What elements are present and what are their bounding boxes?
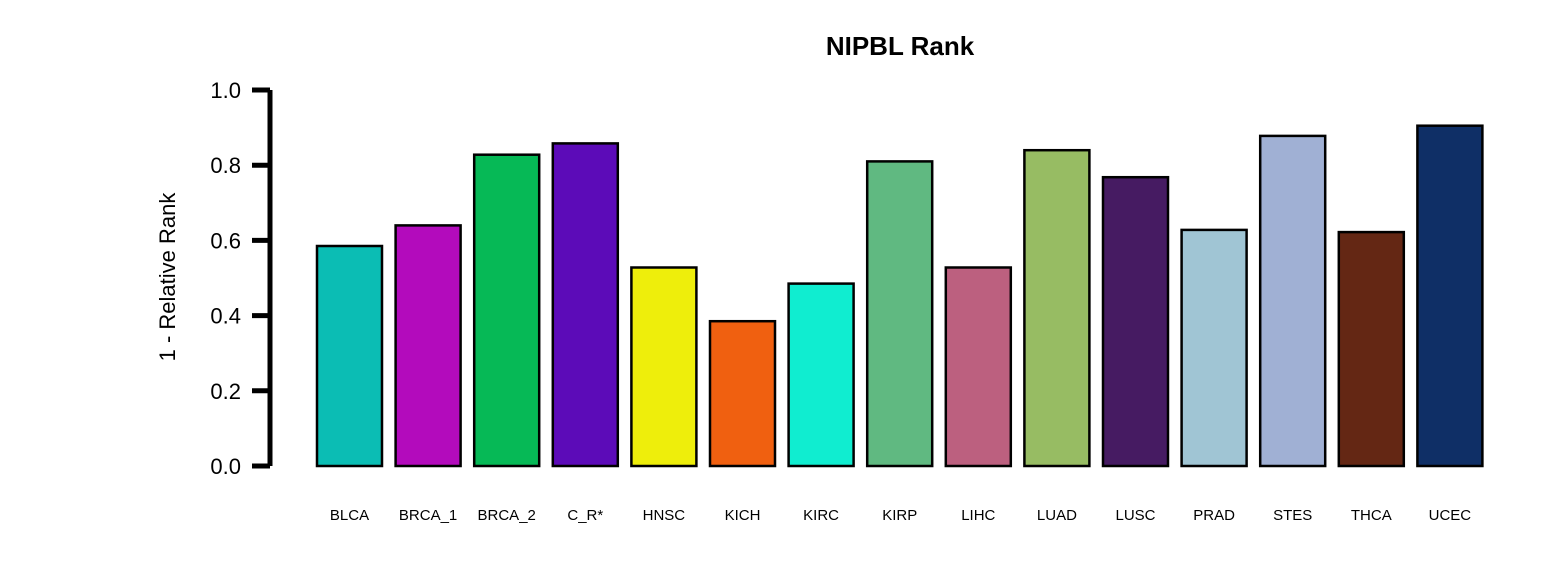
x-tick-label: BRCA_2: [478, 507, 536, 524]
y-tick-label: 0.8: [210, 153, 241, 178]
bar-kich: [708, 319, 777, 468]
x-tick-label: THCA: [1351, 507, 1392, 524]
bar-prad: [1180, 228, 1248, 468]
chart-title: NIPBL Rank: [826, 31, 975, 61]
x-tick-label: LIHC: [961, 507, 995, 524]
y-tick-label: 0.6: [210, 228, 241, 253]
y-axis-label: 1 - Relative Rank: [155, 192, 180, 362]
x-tick-label: LUAD: [1037, 507, 1077, 524]
x-tick-label: KICH: [725, 507, 761, 524]
bar-kirp: [865, 160, 934, 468]
x-tick-label: BLCA: [330, 507, 369, 524]
bar-hnsc: [630, 266, 698, 468]
bar-lihc: [944, 266, 1013, 468]
x-tick-label: STES: [1273, 507, 1312, 524]
x-axis-labels: BLCA BRCA_1 BRCA_2 C_R* HNSC KICH KIRC KIRP LIHC…: [330, 507, 1471, 524]
y-axis-ticks: 0.0 0.2 0.4 0.6 0.8 1.0: [210, 78, 270, 479]
x-tick-label: BRCA_1: [399, 507, 457, 524]
y-tick-label: 0.4: [210, 304, 241, 329]
x-tick-label: PRAD: [1193, 507, 1235, 524]
x-tick-label: HNSC: [643, 507, 686, 524]
bar-lusc: [1101, 175, 1170, 468]
y-tick-label: 0.2: [210, 379, 241, 404]
x-tick-label: LUSC: [1115, 507, 1155, 524]
bars-group: [315, 124, 1484, 468]
bar-thca: [1337, 230, 1406, 468]
y-tick-label: 0.0: [210, 454, 241, 479]
bar-brca-2: [472, 153, 541, 468]
bar-blca: [315, 244, 384, 468]
bar-brca-1: [394, 224, 462, 468]
x-tick-label: UCEC: [1429, 507, 1472, 524]
bar-kirc: [787, 282, 855, 468]
bar-stes: [1258, 134, 1327, 468]
bar-ucec: [1416, 124, 1484, 468]
bar-luad: [1023, 148, 1091, 468]
x-tick-label: KIRP: [882, 507, 917, 524]
x-tick-label: KIRC: [803, 507, 839, 524]
bar-c-r: [551, 142, 620, 468]
x-tick-label: C_R*: [567, 507, 603, 524]
y-tick-label: 1.0: [210, 78, 241, 103]
